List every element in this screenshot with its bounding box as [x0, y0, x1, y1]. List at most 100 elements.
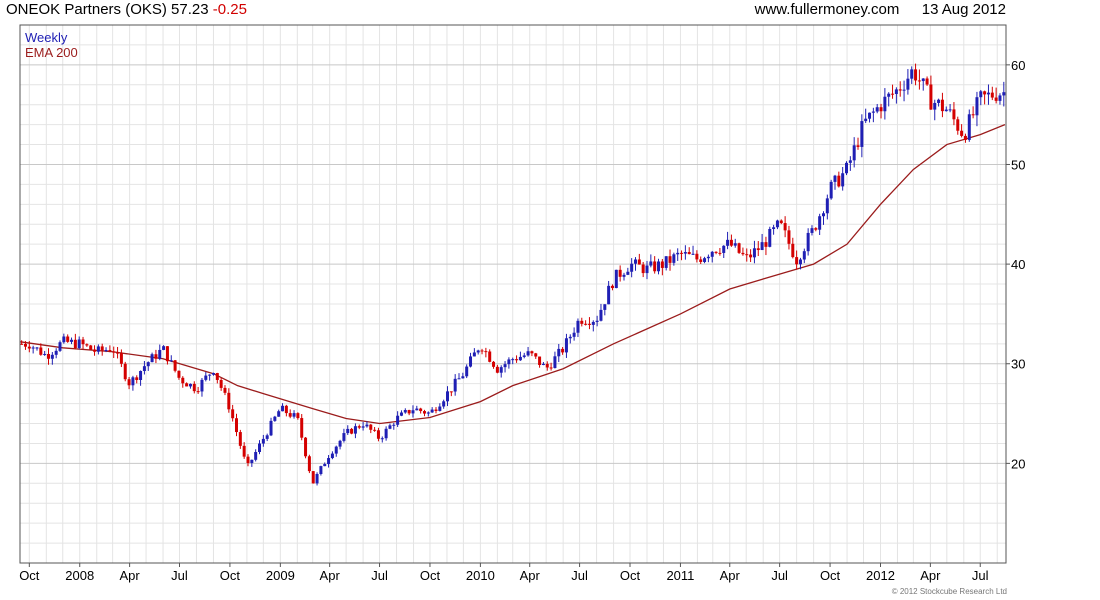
x-tick-label: Apr: [520, 568, 541, 583]
candle-body: [380, 438, 384, 440]
candle-body: [929, 84, 933, 110]
candle-body: [492, 361, 496, 367]
candle-body: [994, 97, 998, 101]
candle-body: [653, 261, 657, 272]
candle-body: [104, 349, 108, 351]
y-tick-label: 60: [1011, 58, 1025, 73]
candle-body: [284, 405, 288, 414]
candle-body: [139, 370, 143, 380]
candle-body: [898, 89, 902, 91]
candle-body: [557, 348, 561, 357]
candle-body: [346, 428, 350, 434]
x-tick-label: Oct: [220, 568, 241, 583]
candle-body: [373, 429, 377, 431]
candle-body: [914, 69, 918, 81]
candle-body: [522, 355, 526, 357]
candle-body: [419, 408, 423, 412]
candle-body: [752, 248, 756, 258]
candle-body: [223, 387, 227, 393]
candle-body: [975, 97, 979, 116]
candle-body: [258, 443, 262, 453]
candle-body: [307, 456, 311, 472]
candle-body: [342, 433, 346, 441]
candle-body: [135, 377, 139, 380]
candle-body: [933, 102, 937, 110]
candle-body: [192, 383, 196, 392]
candle-body: [729, 239, 733, 246]
candle-body: [211, 373, 215, 375]
candle-body: [541, 363, 545, 366]
candle-body: [676, 252, 680, 255]
candle-body: [626, 271, 630, 275]
candle-body: [54, 350, 58, 355]
candle-body: [672, 254, 676, 263]
candle-body: [292, 413, 296, 417]
candle-body: [902, 89, 906, 91]
candle-body: [515, 359, 519, 361]
candle-body: [561, 348, 565, 353]
candle-body: [530, 351, 534, 354]
candle-body: [219, 379, 223, 388]
candle-body: [622, 274, 626, 277]
website-link[interactable]: www.fullermoney.com: [754, 1, 900, 18]
candle-body: [142, 366, 146, 371]
candle-body: [131, 377, 135, 386]
candle-body: [979, 91, 983, 98]
candle-body: [185, 383, 189, 387]
candle-body: [726, 239, 730, 246]
candle-body: [948, 109, 952, 111]
candle-body: [47, 353, 51, 359]
candle-body: [85, 344, 89, 346]
candle-body: [680, 252, 684, 254]
candle-body: [741, 252, 745, 255]
candle-body: [703, 258, 707, 262]
candle-body: [495, 366, 499, 373]
candle-body: [584, 323, 588, 325]
candle-body: [768, 228, 772, 247]
candle-body: [73, 339, 77, 348]
candle-body: [66, 336, 70, 342]
candle-body: [507, 359, 511, 365]
candle-body: [580, 320, 584, 324]
candle-body: [323, 464, 327, 467]
candle-body: [434, 409, 438, 411]
candle-body: [480, 350, 484, 352]
candle-body: [196, 391, 200, 393]
candle-body: [891, 93, 895, 95]
candle-body: [154, 354, 158, 359]
candle-body: [384, 428, 388, 439]
candle-body: [461, 376, 465, 379]
candle-body: [422, 411, 426, 414]
candle-body: [231, 409, 235, 419]
candle-body: [503, 364, 507, 368]
x-tick-label: 2011: [666, 568, 694, 583]
last-price: 57.23: [171, 1, 209, 18]
candle-body: [234, 418, 238, 433]
candle-body: [821, 213, 825, 217]
x-tick-label: Oct: [820, 568, 841, 583]
candle-body: [714, 251, 718, 253]
candle-body: [772, 227, 776, 229]
candle-body: [319, 466, 323, 475]
candle-body: [687, 252, 691, 255]
candle-body: [614, 269, 618, 289]
candle-body: [845, 162, 849, 174]
candle-body: [887, 93, 891, 97]
candle-body: [334, 446, 338, 454]
candle-body: [100, 346, 104, 351]
candle-body: [415, 408, 419, 411]
candle-body: [940, 99, 944, 112]
candle-body: [818, 216, 822, 230]
candle-body: [204, 375, 208, 380]
candle-body: [469, 356, 473, 367]
candle-body: [787, 230, 791, 244]
candle-body: [956, 119, 960, 131]
candle-body: [127, 379, 131, 386]
candle-body: [177, 370, 181, 378]
candle-body: [238, 432, 242, 446]
candle-body: [304, 437, 308, 457]
candle-body: [123, 363, 127, 380]
candle-body: [288, 413, 292, 417]
candle-body: [50, 354, 54, 359]
candle-body: [108, 349, 112, 352]
